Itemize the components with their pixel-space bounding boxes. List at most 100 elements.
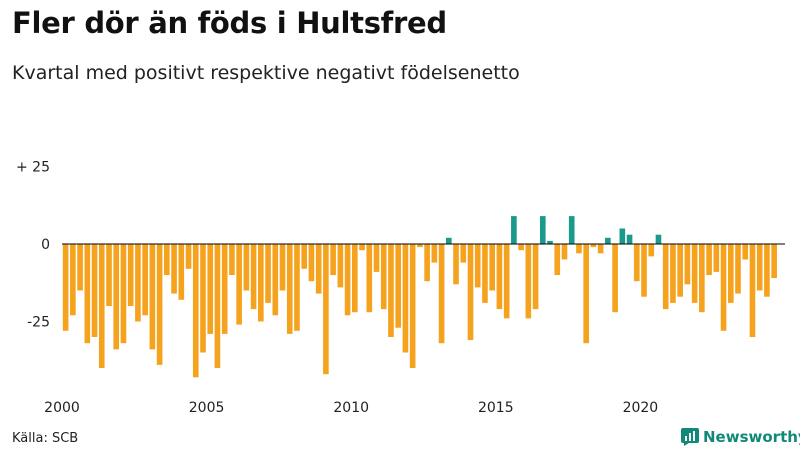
bar-negative	[467, 244, 474, 341]
bar-negative	[641, 244, 647, 297]
bar-negative	[380, 244, 387, 310]
bar-negative	[62, 244, 69, 331]
bar-negative	[771, 244, 777, 279]
bar-negative	[106, 244, 112, 306]
bar-negative	[677, 244, 683, 297]
source-note: Källa: SCB	[12, 431, 79, 446]
bar-negative	[764, 244, 770, 297]
bar-positive	[539, 216, 546, 244]
bar-negative	[98, 244, 105, 368]
bar-negative	[720, 244, 727, 331]
bar-negative	[294, 244, 300, 331]
bar-positive	[655, 234, 662, 244]
bar-negative	[489, 244, 495, 291]
bar-negative	[308, 244, 315, 282]
bar-negative	[525, 244, 532, 319]
x-tick-label: 2000	[44, 400, 80, 416]
bar-negative	[330, 244, 336, 275]
bar-negative	[749, 244, 756, 337]
bar-negative	[337, 244, 344, 288]
bar-negative	[554, 244, 561, 275]
bar-negative	[344, 244, 351, 316]
bar-negative	[207, 244, 214, 334]
bar-negative	[496, 244, 503, 310]
bar-negative	[178, 244, 185, 300]
bar-positive	[568, 216, 575, 244]
bar-negative	[359, 244, 365, 251]
bar-negative	[301, 244, 308, 269]
bar-negative	[388, 244, 394, 337]
brand-name: Newsworthy	[703, 428, 800, 446]
bar-positive	[445, 237, 452, 244]
y-tick-label: 0	[41, 237, 50, 253]
bar-negative	[583, 244, 589, 344]
bar-negative	[229, 244, 235, 275]
bar-negative	[221, 244, 228, 334]
bar-negative	[142, 244, 148, 316]
bar-negative	[735, 244, 741, 294]
bar-negative	[460, 244, 467, 263]
bar-negative	[597, 244, 604, 254]
chart-title: Fler dör än föds i Hultsfred	[12, 6, 447, 40]
bar-negative	[373, 244, 380, 272]
bar-negative	[453, 244, 459, 285]
bar-negative	[576, 244, 582, 254]
bar-negative	[70, 244, 76, 316]
y-tick-label: -25	[27, 315, 50, 331]
bar-negative	[91, 244, 98, 337]
bar-negative	[431, 244, 438, 263]
bar-negative	[185, 244, 192, 269]
bar-negative	[590, 244, 597, 248]
x-tick-label: 2005	[189, 400, 225, 416]
bar-negative	[402, 244, 409, 353]
bar-negative	[272, 244, 279, 316]
bar-negative	[424, 244, 430, 282]
bar-negative	[171, 244, 177, 294]
bar-negative	[395, 244, 402, 328]
y-axis: + 25 0 -25	[16, 160, 50, 331]
bar-negative	[742, 244, 749, 260]
bar-negative	[192, 244, 199, 378]
bar-negative	[84, 244, 91, 344]
bar-negative	[352, 244, 358, 313]
bar-negative	[77, 244, 83, 291]
bar-negative	[135, 244, 141, 322]
bar-negative	[113, 244, 120, 350]
bar-negative	[236, 244, 242, 325]
brand-logo: Newsworthy	[681, 428, 800, 446]
bar-positive	[619, 228, 626, 244]
bar-negative	[503, 244, 510, 319]
bar-negative	[561, 244, 568, 260]
bar-negative	[323, 244, 329, 375]
bar-negative	[699, 244, 705, 313]
bar-negative	[286, 244, 293, 334]
bar-positive	[547, 240, 553, 244]
chart-subtitle: Kvartal med positivt respektive negativt…	[12, 62, 520, 84]
newsworthy-icon	[681, 428, 699, 446]
bar-negative	[250, 244, 257, 310]
bar-negative	[706, 244, 712, 275]
bar-positive	[511, 216, 517, 244]
bar-negative	[265, 244, 271, 303]
x-tick-label: 2010	[333, 400, 369, 416]
bar-negative	[156, 244, 163, 365]
bar-negative	[120, 244, 127, 344]
bar-negative	[164, 244, 170, 275]
bar-negative	[200, 244, 206, 353]
bar-negative	[713, 244, 720, 272]
bar-negative	[633, 244, 640, 282]
bar-negative	[279, 244, 286, 291]
bar-negative	[612, 244, 618, 313]
bar-negative	[438, 244, 445, 344]
bar-negative	[214, 244, 221, 368]
bar-positive	[626, 234, 633, 244]
bar-negative	[409, 244, 416, 368]
bar-negative	[366, 244, 373, 313]
bar-negative	[482, 244, 488, 303]
bar-negative	[648, 244, 655, 257]
bar-negative	[532, 244, 539, 310]
bar-negative	[727, 244, 734, 303]
bar-negative	[127, 244, 134, 306]
bar-negative	[149, 244, 156, 350]
